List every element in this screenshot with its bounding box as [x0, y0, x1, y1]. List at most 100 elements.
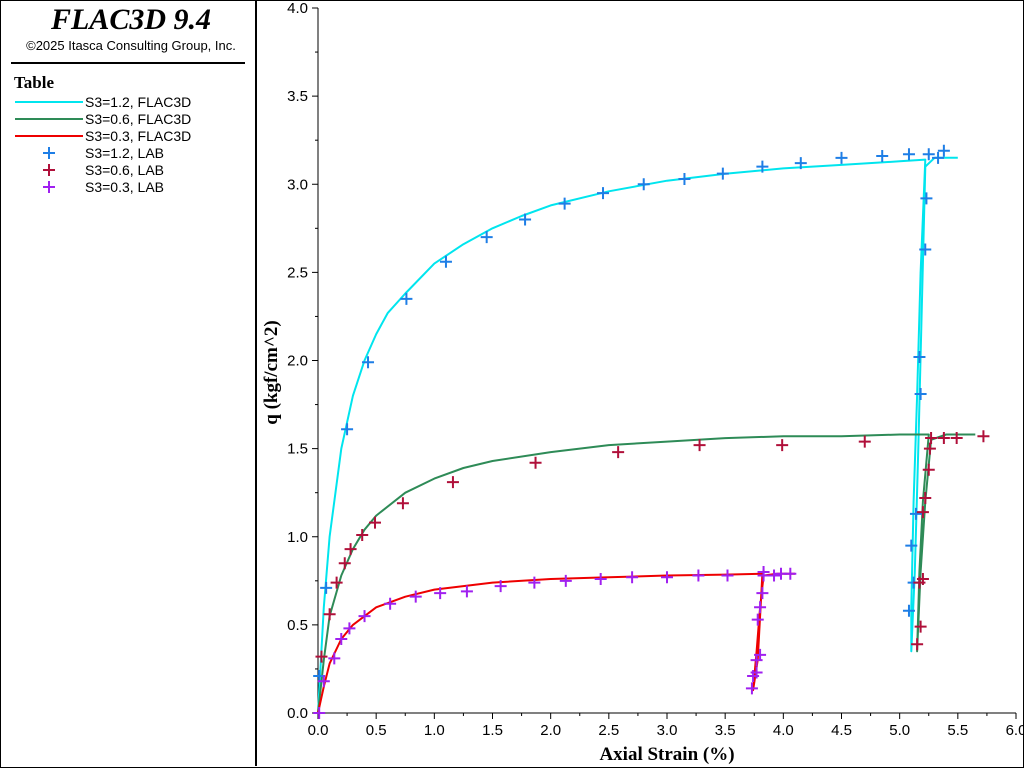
data-point-marker — [937, 432, 950, 445]
data-point-marker — [317, 675, 330, 688]
x-tick-label: 2.5 — [598, 722, 619, 739]
copyright-text: ©2025 Itasca Consulting Group, Inc. — [26, 38, 236, 53]
legend-line-swatch — [13, 127, 85, 144]
legend-line-swatch — [13, 93, 85, 110]
data-point-marker — [745, 682, 758, 695]
data-point-marker — [756, 160, 769, 173]
x-tick-label: 0.5 — [366, 722, 387, 739]
data-point-marker — [409, 590, 422, 603]
data-point-marker — [932, 151, 945, 164]
data-point-marker — [922, 463, 935, 476]
data-point-marker — [925, 432, 938, 445]
legend-label: S3=0.3, FLAC3D — [85, 127, 192, 144]
data-point-marker — [396, 497, 409, 510]
data-point-marker — [923, 442, 936, 455]
data-point-marker — [909, 507, 922, 520]
data-point-marker — [612, 446, 625, 459]
x-tick-label: 4.0 — [773, 722, 794, 739]
data-point-marker — [328, 652, 341, 665]
y-axis-title: q (kgf/cm^2) — [261, 320, 282, 424]
x-tick-label: 1.0 — [424, 722, 445, 739]
data-point-marker — [757, 566, 770, 578]
data-point-marker — [460, 585, 473, 598]
data-point-marker — [315, 650, 328, 663]
legend-label: S3=1.2, FLAC3D — [85, 93, 192, 110]
data-point-marker — [914, 620, 927, 633]
data-point-marker — [338, 557, 351, 570]
data-point-marker — [529, 456, 542, 469]
data-point-marker — [768, 569, 781, 582]
data-point-marker — [320, 581, 333, 594]
data-point-marker — [914, 387, 927, 400]
data-point-marker — [341, 423, 354, 436]
data-point-marker — [919, 243, 932, 256]
data-point-marker — [335, 632, 348, 645]
y-tick-label: 2.5 — [287, 264, 308, 281]
data-point-marker — [721, 569, 734, 582]
data-point-marker — [750, 654, 763, 667]
data-point-marker — [754, 601, 767, 614]
legend-plus-marker — [13, 144, 85, 161]
data-point-marker — [480, 231, 493, 244]
data-point-marker — [528, 576, 541, 589]
x-axis-title: Axial Strain (%) — [599, 744, 734, 765]
data-point-marker — [494, 580, 507, 593]
data-point-marker — [439, 255, 452, 268]
series-line — [317, 433, 976, 714]
legend-line-swatch — [13, 110, 85, 127]
legend-item: S3=1.2, LAB — [13, 144, 191, 161]
data-point-marker — [794, 157, 807, 170]
y-tick-label: 0.0 — [287, 705, 308, 722]
data-point-marker — [558, 197, 571, 210]
legend-plus-marker — [13, 178, 85, 195]
data-point-marker — [922, 148, 935, 161]
data-point-marker — [344, 543, 357, 556]
data-point-marker — [911, 638, 924, 651]
data-point-marker — [716, 167, 729, 180]
y-tick-label: 0.5 — [287, 617, 308, 634]
legend-item: S3=0.6, FLAC3D — [13, 110, 191, 127]
data-point-marker — [343, 622, 356, 635]
x-tick-label: 3.0 — [657, 722, 678, 739]
data-point-marker — [362, 356, 375, 369]
legend-label: S3=0.6, LAB — [85, 161, 165, 178]
data-point-marker — [330, 576, 343, 589]
data-point-marker — [559, 574, 572, 587]
data-point-marker — [902, 604, 915, 617]
data-point-marker — [905, 539, 918, 552]
legend-list: S3=1.2, FLAC3D S3=0.6, FLAC3D S3=0.3, FL… — [13, 93, 191, 195]
data-point-marker — [784, 567, 797, 580]
data-point-marker — [356, 528, 369, 541]
legend-label: S3=0.6, FLAC3D — [85, 110, 192, 127]
x-tick-label: 4.5 — [831, 722, 852, 739]
legend-label: S3=0.3, LAB — [85, 178, 165, 195]
data-point-marker — [358, 610, 371, 623]
data-point-marker — [400, 292, 413, 305]
data-point-marker — [693, 439, 706, 452]
series-line — [317, 572, 795, 714]
legend-item: S3=0.3, FLAC3D — [13, 127, 191, 144]
data-point-marker — [692, 569, 705, 582]
data-point-marker — [313, 707, 326, 719]
data-point-marker — [977, 430, 990, 443]
data-point-marker — [594, 573, 607, 586]
data-point-marker — [661, 571, 673, 584]
data-point-marker — [876, 150, 889, 163]
app-title: FLAC3D 9.4 — [50, 3, 212, 36]
y-tick-label: 2.0 — [287, 353, 308, 370]
x-tick-label: 5.0 — [889, 722, 910, 739]
data-point-marker — [913, 576, 926, 589]
data-point-marker — [916, 506, 929, 519]
legend-label: S3=1.2, LAB — [85, 144, 165, 161]
data-point-marker — [756, 587, 769, 600]
data-point-marker — [920, 192, 933, 205]
data-point-marker — [937, 144, 950, 157]
x-tick-label: 2.0 — [540, 722, 561, 739]
legend-item: S3=0.3, LAB — [13, 178, 191, 195]
data-point-marker — [919, 491, 932, 504]
data-point-marker — [323, 608, 336, 621]
y-tick-label: 1.5 — [287, 441, 308, 458]
title-divider — [11, 62, 245, 64]
data-point-marker — [751, 613, 764, 626]
